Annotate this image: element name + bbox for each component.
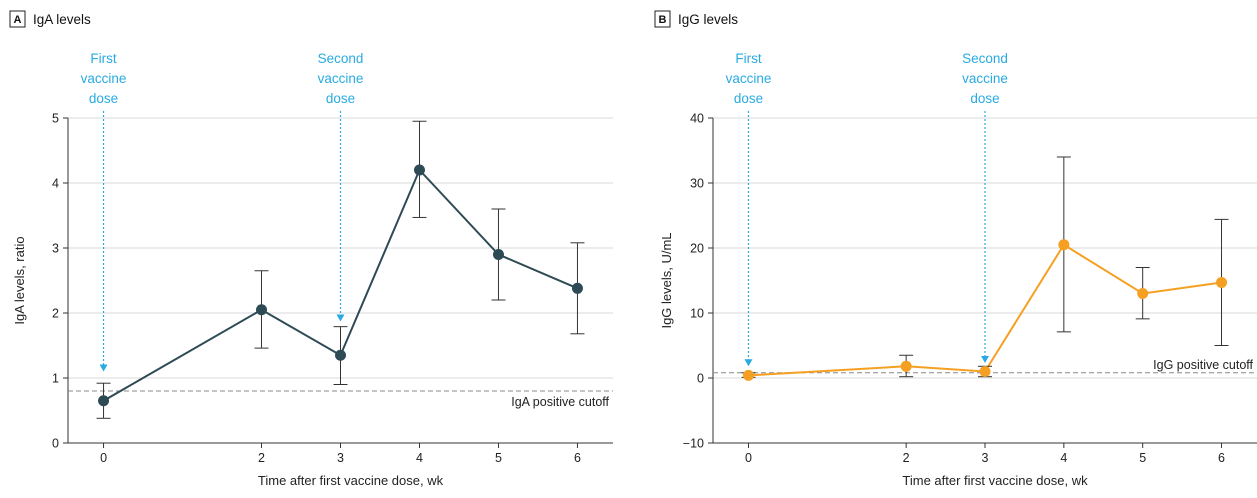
data-point xyxy=(743,370,754,381)
y-tick-label: 1 xyxy=(52,372,59,386)
x-tick-label: 5 xyxy=(495,451,502,465)
y-axis-title: IgG levels, U/mL xyxy=(659,232,674,328)
x-tick-label: 6 xyxy=(574,451,581,465)
y-tick-label: 10 xyxy=(690,307,704,321)
x-tick-label: 2 xyxy=(903,451,910,465)
dose-annotation-label: First xyxy=(90,51,116,66)
y-tick-label: 40 xyxy=(690,112,704,126)
x-axis-title: Time after first vaccine dose, wk xyxy=(902,473,1088,488)
y-axis-title: IgA levels, ratio xyxy=(12,236,27,324)
x-tick-label: 2 xyxy=(258,451,265,465)
y-tick-label: 0 xyxy=(697,372,704,386)
y-tick-label: 3 xyxy=(52,242,59,256)
dose-annotation-label: Second xyxy=(962,51,1008,66)
data-point xyxy=(572,283,583,294)
x-tick-label: 4 xyxy=(1060,451,1067,465)
y-tick-label: 5 xyxy=(52,112,59,126)
x-tick-label: 5 xyxy=(1139,451,1146,465)
x-tick-label: 4 xyxy=(416,451,423,465)
panel-a: A IgA levels 0 1 2 3 4 5 0 2 3 4 5 6 Time after first … xyxy=(10,11,613,488)
dose-annotation-arrowhead xyxy=(100,365,108,372)
dose-annotation-label: dose xyxy=(734,91,763,106)
data-point xyxy=(493,249,504,260)
y-tick-label: 0 xyxy=(52,437,59,451)
dose-annotation-label: vaccine xyxy=(962,71,1008,86)
dose-annotation-arrowhead xyxy=(981,356,989,363)
dose-annotation-label: First xyxy=(735,51,761,66)
data-point xyxy=(901,361,912,372)
cutoff-label: IgA positive cutoff xyxy=(511,395,609,409)
x-tick-label: 0 xyxy=(100,451,107,465)
y-tick-label: 30 xyxy=(690,177,704,191)
dose-annotation-label: vaccine xyxy=(726,71,772,86)
panel-letter: B xyxy=(659,14,667,26)
panel-title: IgA levels xyxy=(33,12,91,27)
data-point xyxy=(256,304,267,315)
data-point xyxy=(98,395,109,406)
dose-annotation-label: dose xyxy=(89,91,118,106)
y-tick-label: 20 xyxy=(690,242,704,256)
cutoff-label: IgG positive cutoff xyxy=(1153,358,1253,372)
dose-annotation-arrowhead xyxy=(744,359,752,366)
dose-annotation-arrowhead xyxy=(337,314,345,321)
data-point xyxy=(1058,239,1069,250)
data-point xyxy=(1216,277,1227,288)
dose-annotation-label: dose xyxy=(970,91,999,106)
dose-annotation-label: vaccine xyxy=(318,71,364,86)
x-tick-label: 0 xyxy=(745,451,752,465)
y-tick-label: 4 xyxy=(52,177,59,191)
dose-annotation-label: Second xyxy=(318,51,364,66)
panel-title: IgG levels xyxy=(678,12,738,27)
data-point xyxy=(980,366,991,377)
x-tick-label: 6 xyxy=(1218,451,1225,465)
dose-annotation-label: dose xyxy=(326,91,355,106)
data-point xyxy=(335,350,346,361)
data-point xyxy=(414,165,425,176)
dose-annotation-label: vaccine xyxy=(81,71,127,86)
panel-b: B IgG levels −10 0 10 20 30 40 0 2 3 4 5 6 Time after … xyxy=(655,11,1257,488)
y-tick-label: −10 xyxy=(683,437,704,451)
panel-letter: A xyxy=(14,14,22,26)
x-tick-label: 3 xyxy=(337,451,344,465)
data-point xyxy=(1137,288,1148,299)
x-axis-title: Time after first vaccine dose, wk xyxy=(258,473,444,488)
y-tick-label: 2 xyxy=(52,307,59,321)
x-tick-label: 3 xyxy=(982,451,989,465)
